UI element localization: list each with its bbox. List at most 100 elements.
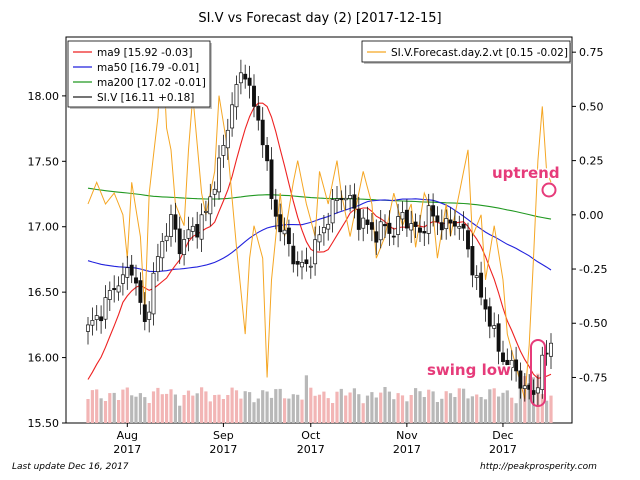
- candle-body: [273, 199, 278, 217]
- candle: [138, 272, 143, 315]
- volume-bar: [283, 398, 287, 423]
- volume-bar: [121, 389, 125, 423]
- candle-body: [300, 262, 304, 268]
- candle-body: [514, 359, 519, 372]
- x-tick-label-year: 2017: [209, 443, 237, 456]
- volume-bar: [208, 401, 212, 423]
- candle-body: [160, 241, 165, 259]
- candle-body: [496, 323, 501, 352]
- candle: [177, 216, 182, 264]
- candle-body: [90, 320, 95, 326]
- candle: [199, 203, 204, 252]
- candle-body: [435, 215, 440, 223]
- candle-body: [286, 227, 291, 245]
- candle-body: [217, 157, 221, 193]
- volume-bar: [165, 393, 169, 423]
- volume-bar: [178, 405, 182, 423]
- candle: [225, 118, 230, 160]
- candle: [164, 223, 169, 252]
- candle: [361, 209, 366, 242]
- ma9-line: [87, 102, 552, 380]
- ma200-line: [87, 187, 552, 220]
- candle-body: [177, 228, 182, 255]
- volume-bar: [156, 387, 160, 423]
- candle: [173, 202, 178, 243]
- candle: [522, 373, 527, 402]
- candle: [444, 209, 449, 240]
- volume-bar: [501, 392, 505, 423]
- candle-body: [313, 239, 318, 265]
- y2-tick-label: -0.25: [579, 263, 607, 276]
- candle-body: [94, 315, 99, 320]
- candle-body: [505, 359, 510, 367]
- candle: [308, 256, 313, 279]
- volume-bar: [300, 399, 304, 423]
- volume-bar: [173, 394, 177, 423]
- volume-bar: [195, 393, 199, 423]
- candle: [217, 145, 221, 200]
- volume-bar: [361, 403, 365, 423]
- volume-bar: [344, 395, 348, 423]
- candle-body: [404, 209, 409, 229]
- x-tick-label-month: Aug: [117, 429, 138, 442]
- candle-body: [483, 299, 488, 310]
- candle: [492, 312, 497, 338]
- candle-body: [186, 229, 191, 239]
- candle: [190, 217, 195, 241]
- volume-bar: [291, 394, 295, 423]
- candle-body: [116, 285, 121, 293]
- candle-body: [134, 277, 138, 284]
- candle: [286, 219, 291, 257]
- candle: [514, 346, 519, 382]
- volume-bar: [103, 401, 108, 423]
- candle: [107, 281, 112, 311]
- candle: [518, 362, 523, 399]
- candle: [142, 292, 147, 331]
- volume-bar: [405, 401, 409, 423]
- candle: [90, 307, 95, 336]
- candle: [212, 181, 217, 207]
- candle: [103, 285, 108, 329]
- candle: [501, 340, 505, 373]
- candle-body: [195, 224, 200, 238]
- candle-body: [422, 231, 427, 234]
- candle-body: [479, 272, 484, 298]
- volume-bar: [392, 399, 396, 423]
- candle: [182, 230, 187, 266]
- candle: [505, 348, 510, 377]
- volume-bar: [221, 399, 225, 423]
- legend-label: ma50 [16.79 -0.01]: [97, 62, 199, 74]
- candle: [282, 217, 287, 246]
- y-tick-label: 16.00: [28, 352, 60, 365]
- volume-bar: [117, 400, 121, 423]
- y2-tick-label: 0.75: [579, 46, 604, 59]
- candle: [221, 134, 226, 168]
- candle-body: [356, 208, 361, 230]
- volume-bar: [448, 393, 453, 423]
- candle-body: [335, 198, 339, 201]
- volume-bar: [90, 390, 94, 423]
- candle-body: [103, 297, 108, 320]
- candle: [413, 213, 418, 238]
- candle: [409, 210, 414, 243]
- candle: [291, 233, 296, 273]
- candle-body: [444, 218, 449, 230]
- candle: [431, 193, 436, 227]
- candle-body: [203, 210, 208, 213]
- y2-tick-label: 0.25: [579, 155, 604, 168]
- candle-body: [400, 212, 405, 220]
- uptrend-marker: [541, 182, 557, 198]
- candle-body: [199, 214, 204, 240]
- volume-bar: [313, 395, 317, 423]
- candle: [203, 200, 208, 222]
- candle: [356, 196, 361, 241]
- volume-bar: [527, 383, 531, 423]
- candle-body: [391, 235, 396, 238]
- candle: [400, 201, 405, 231]
- candle-body: [125, 267, 130, 278]
- volume-bar: [488, 389, 492, 423]
- candle-body: [387, 222, 392, 234]
- volume-bar: [326, 398, 330, 423]
- candle-body: [120, 274, 125, 284]
